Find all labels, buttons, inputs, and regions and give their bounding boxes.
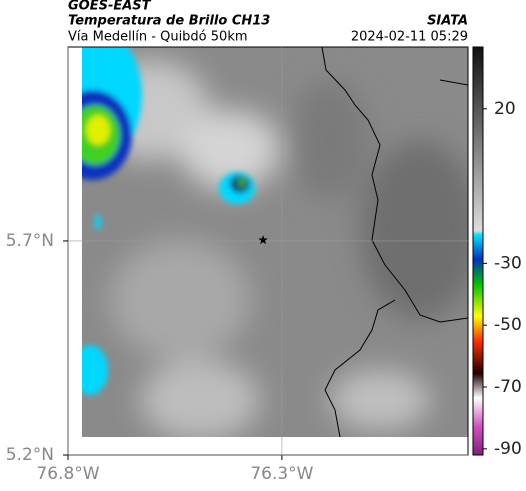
colorbar (472, 46, 484, 456)
title: Temperatura de Brillo CH13 (68, 14, 270, 29)
colorbar-tick-label: -50 (494, 315, 522, 335)
product: GOES-EAST (68, 0, 152, 14)
lon-tick-label: 76.3°W (250, 464, 313, 484)
location-marker (258, 235, 268, 245)
colorbar-tick-label: 20 (494, 99, 516, 119)
colorbar-tick-label: -90 (494, 439, 522, 459)
lon-tick-label: 76.8°W (36, 464, 99, 484)
lat-tick-label: 5.7°N (6, 231, 54, 251)
colorbar-tick-label: -30 (494, 253, 522, 273)
lat-tick-label: 5.2°N (6, 445, 54, 465)
satellite-image (82, 47, 468, 437)
borders (321, 46, 469, 438)
source: SIATA (427, 14, 468, 29)
timestamp: 2024-02-11 05:29 (351, 30, 468, 45)
colorbar-tick-label: -70 (494, 377, 522, 397)
subtitle: Vía Medellín - Quibdó 50km (68, 30, 248, 45)
